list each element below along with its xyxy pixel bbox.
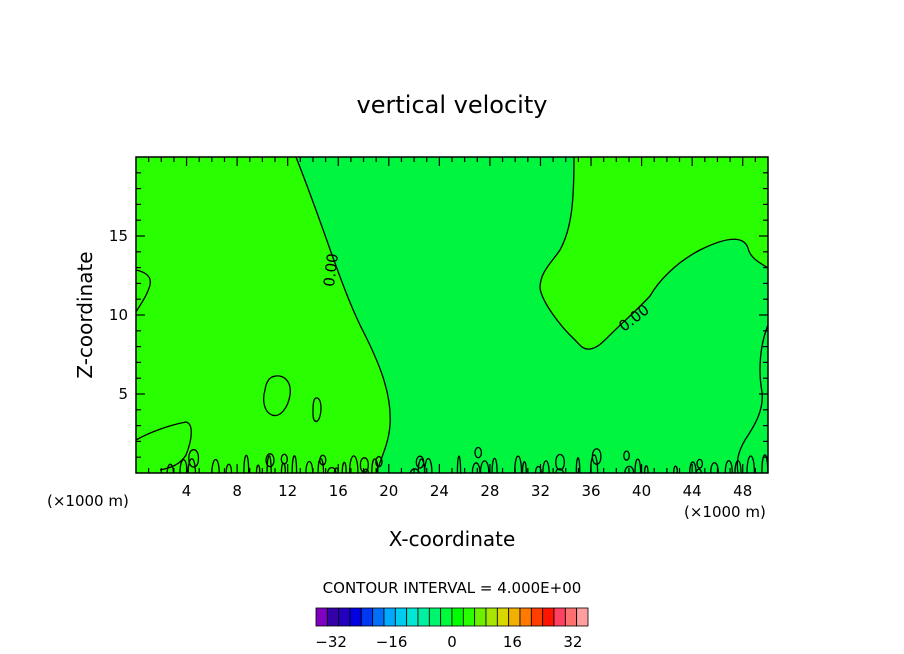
- y-tick-label: 10: [109, 306, 128, 324]
- region-positive-left-bottom: [136, 422, 190, 473]
- x-axis-label: X-coordinate: [389, 527, 516, 551]
- contour-right-edge: [736, 324, 769, 474]
- x-ticks: 4 8 12 16 20 24 28 32 36 40 44 48: [148, 157, 756, 500]
- colorbar-swatch: [338, 607, 351, 627]
- contour-noise: [166, 446, 769, 474]
- x-unit-left: (×1000 m): [47, 492, 129, 510]
- contour-label-zero-left: 0.00: [320, 252, 342, 287]
- colorbar-swatch: [462, 607, 476, 627]
- y-tick-label: 15: [109, 227, 128, 245]
- x-tick-label: 44: [683, 482, 702, 500]
- y-ticks: 5 10 15: [109, 172, 768, 458]
- colorbar-swatch: [496, 607, 510, 627]
- colorbar-swatch: [508, 607, 521, 627]
- colorbar-swatch: [440, 607, 453, 627]
- colorbar: [315, 607, 589, 627]
- contour-left-lower: [135, 421, 192, 471]
- colorbar-tick-label: 32: [563, 633, 582, 651]
- x-tick-label: 20: [379, 482, 398, 500]
- colorbar-swatch: [383, 607, 396, 627]
- colorbar-swatch: [428, 607, 442, 627]
- colorbar-swatch: [315, 607, 328, 627]
- x-unit-right: (×1000 m): [684, 503, 766, 521]
- colorbar-tick-label: −32: [315, 633, 347, 651]
- colorbar-swatch: [451, 607, 464, 627]
- colorbar-tick-label: 16: [503, 633, 522, 651]
- region-positive-right: [540, 157, 768, 350]
- x-tick-label: 8: [232, 482, 242, 500]
- colorbar-swatch: [372, 607, 385, 627]
- colorbar-swatch: [485, 607, 498, 627]
- contour-blob-2: [312, 397, 322, 423]
- x-tick-label: 16: [329, 482, 348, 500]
- colorbar-tick-labels: −32 −16 0 16 32: [315, 633, 582, 651]
- contour-left-edge: [135, 269, 151, 313]
- x-tick-label: 12: [278, 482, 297, 500]
- colorbar-swatch: [564, 607, 578, 627]
- colorbar-swatch: [542, 607, 555, 627]
- colorbar-swatch: [474, 607, 487, 627]
- x-tick-label: 32: [531, 482, 550, 500]
- colorbar-swatch: [576, 607, 589, 627]
- colorbar-swatch: [394, 607, 408, 627]
- x-tick-label: 36: [581, 482, 600, 500]
- contour-blob-1: [263, 375, 291, 417]
- x-tick-label: 24: [430, 482, 449, 500]
- contour-zero-right: [539, 156, 769, 350]
- contour-lines: [135, 156, 769, 474]
- colorbar-swatch: [349, 607, 362, 627]
- x-tick-label: 48: [733, 482, 752, 500]
- chart-title: vertical velocity: [357, 91, 548, 119]
- colorbar-swatch: [360, 607, 374, 627]
- x-tick-label: 4: [182, 482, 192, 500]
- x-tick-label: 40: [632, 482, 651, 500]
- colorbar-swatch: [406, 607, 419, 627]
- region-positive-left: [136, 157, 391, 473]
- y-tick-label: 5: [118, 385, 128, 403]
- colorbar-swatch: [519, 607, 532, 627]
- colorbar-swatch: [326, 607, 340, 627]
- colorbar-tick-label: 0: [447, 633, 457, 651]
- colorbar-swatch: [553, 607, 566, 627]
- contour-zero-left: [295, 156, 391, 474]
- colorbar-tick-label: −16: [376, 633, 408, 651]
- contour-interval-text: CONTOUR INTERVAL = 4.000E+00: [323, 579, 582, 597]
- y-axis-label: Z-coordinate: [73, 251, 97, 378]
- x-tick-label: 28: [480, 482, 499, 500]
- colorbar-swatch: [417, 607, 430, 627]
- colorbar-swatch: [530, 607, 544, 627]
